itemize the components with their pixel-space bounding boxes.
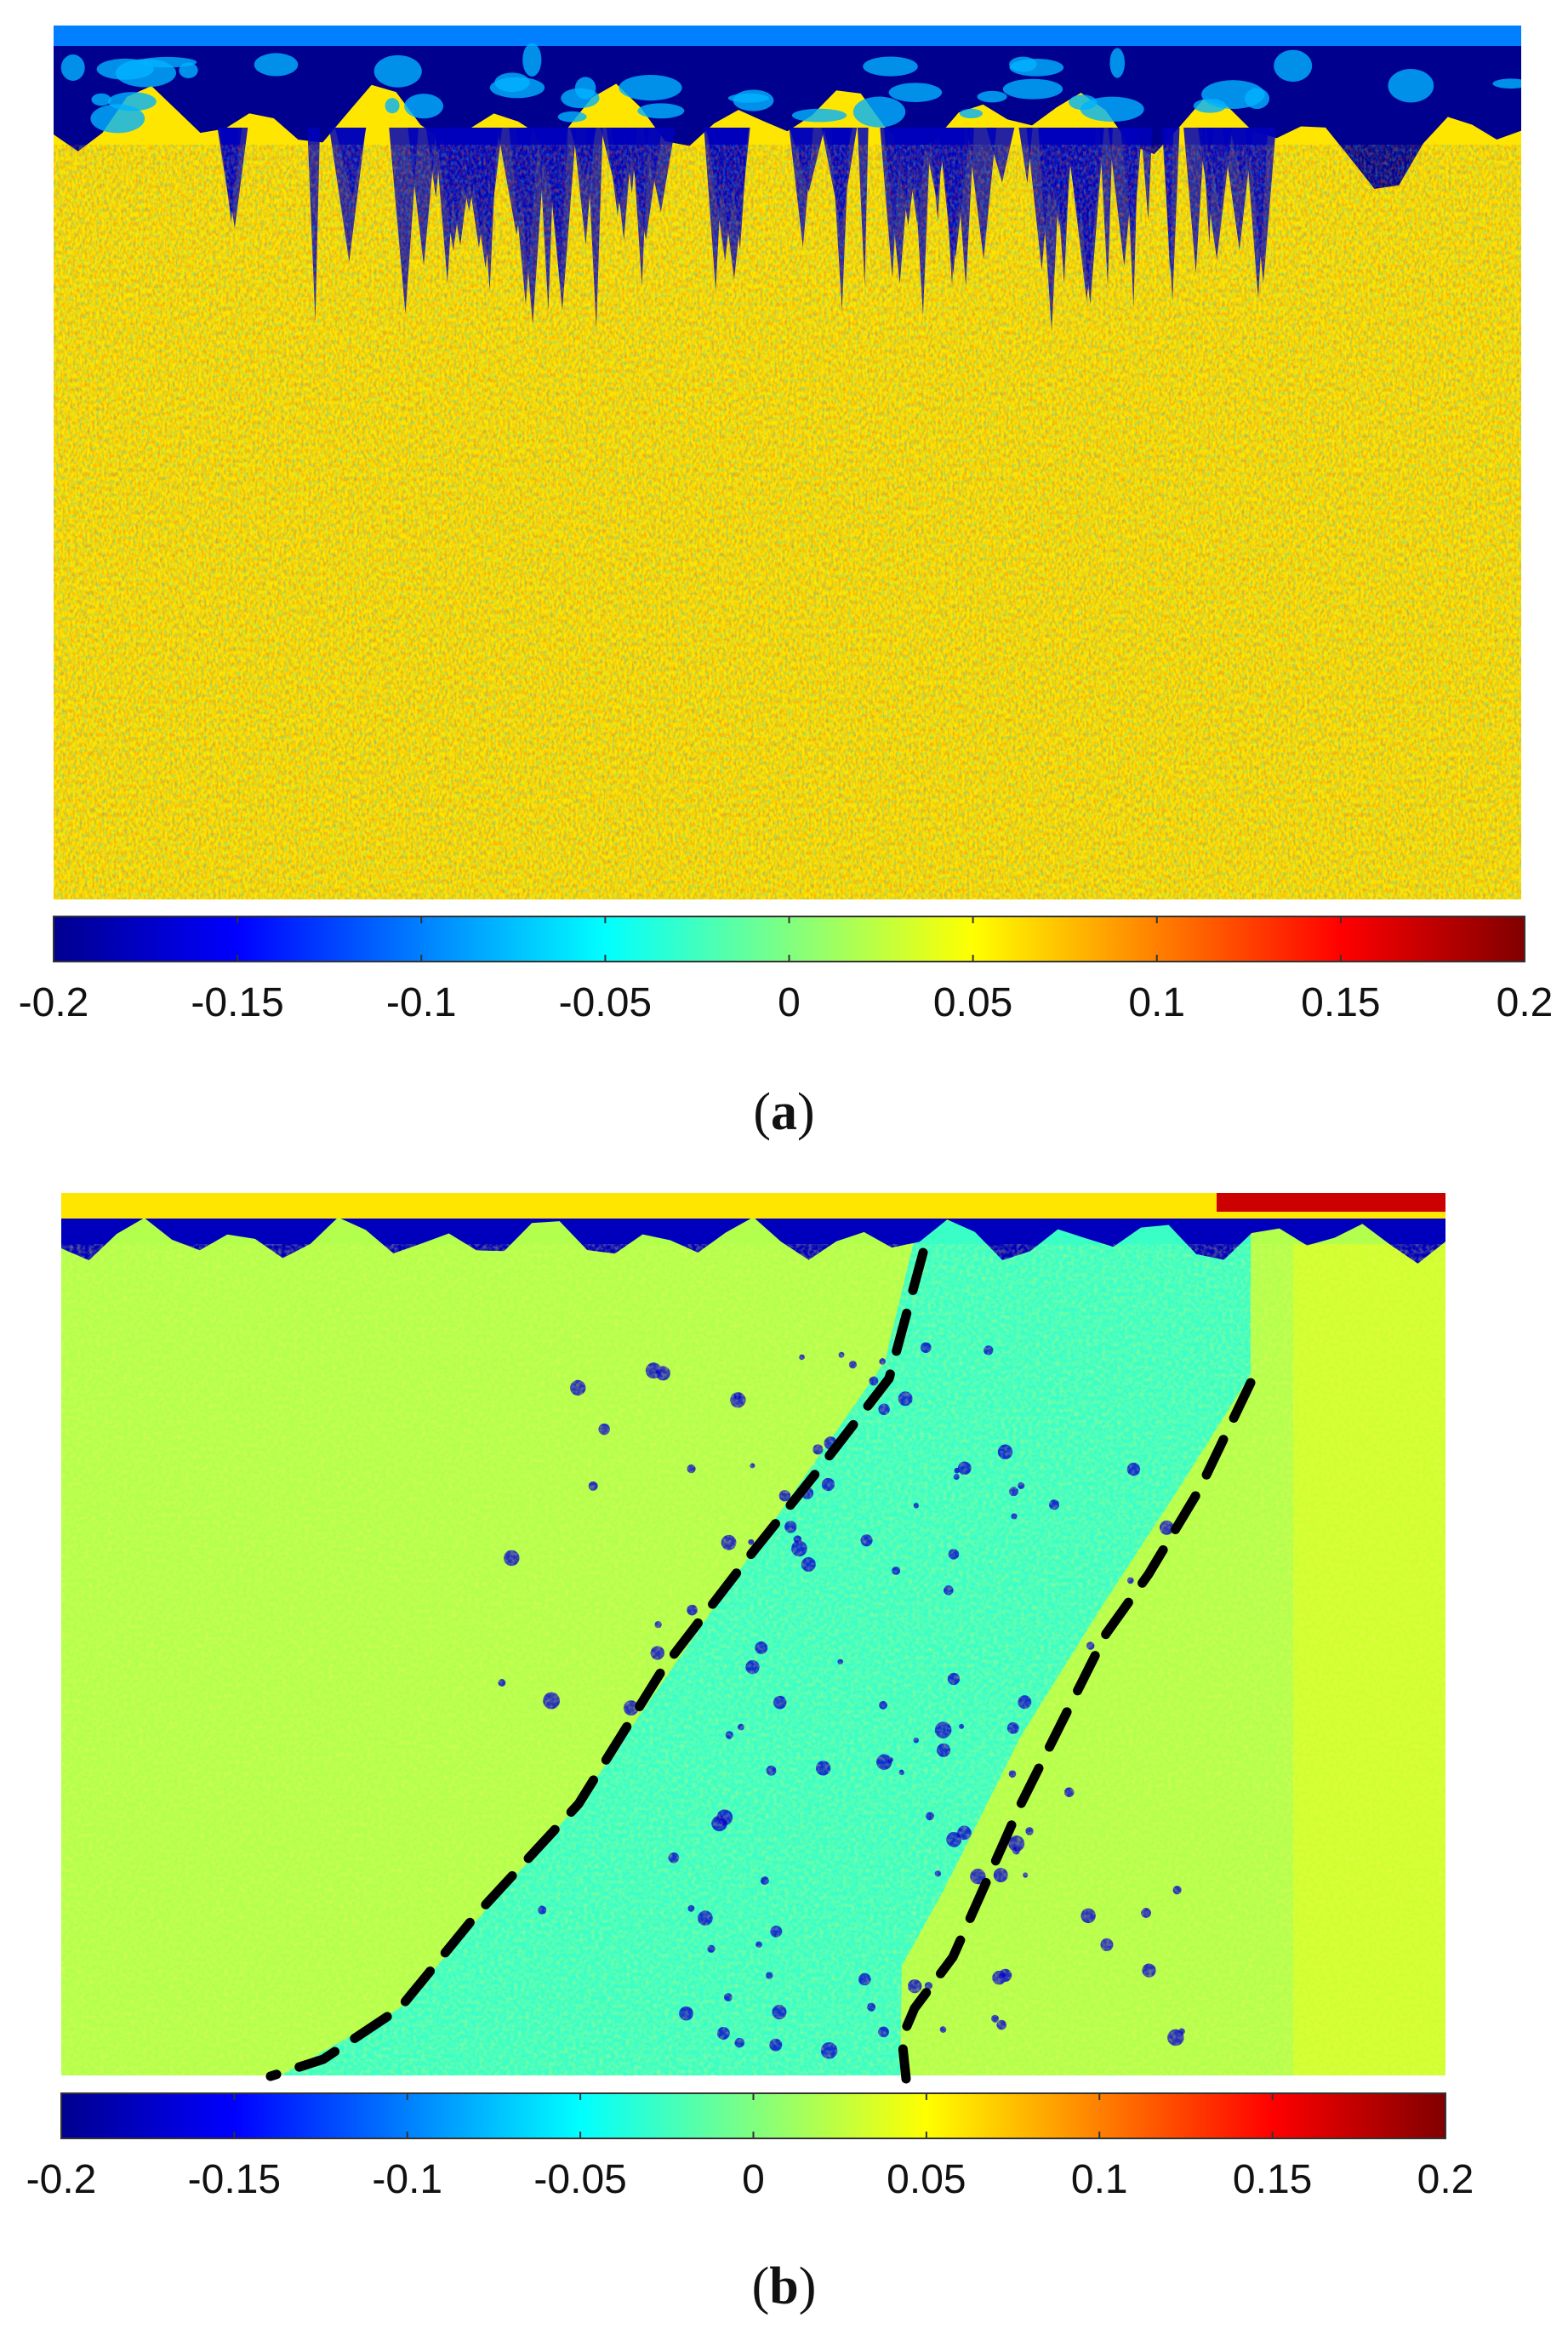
field-a-blob (1388, 68, 1434, 103)
colorbar-tick-label: -0.05 (533, 2157, 626, 2202)
strain-field-a (54, 26, 1521, 899)
colorbar-tick-label: -0.15 (191, 980, 283, 1025)
field-a-blob (489, 77, 545, 99)
colorbar-tick-label: 0.05 (887, 2157, 966, 2202)
panel-b: -0.2 -0.15 -0.1 -0.05 0 0.05 0.1 0.15 0.2 (b) (0, 1157, 1568, 2329)
field-a-noise-red (54, 145, 1521, 899)
panel-a-label: (a) (753, 1083, 815, 1141)
field-a-blob (1245, 88, 1270, 109)
field-a-blob (404, 94, 444, 119)
colorbar-tick-label: -0.05 (559, 980, 652, 1025)
field-a-blob (254, 53, 299, 77)
colorbar-a (53, 916, 1525, 962)
colorbar-tick-label: -0.1 (372, 2157, 442, 2202)
field-a-blob (385, 98, 400, 114)
field-a-blob (959, 108, 983, 119)
shear-band-boundaries (265, 1247, 1256, 2084)
colorbar-tick-label: 0.1 (1071, 2157, 1128, 2202)
field-a-blob (108, 92, 157, 111)
field-a-top-strip (54, 26, 1521, 46)
panel-a: -0.2 -0.15 -0.1 -0.05 0 0.05 0.1 0.15 0.2 (a) (0, 0, 1568, 1157)
colorbar-b (60, 2092, 1446, 2139)
field-a-blob (522, 43, 542, 77)
strain-field-b (61, 1193, 1445, 2075)
field-b-top-band (61, 1217, 1445, 1264)
colorbar-a-ticks: -0.2 -0.15 -0.1 -0.05 0 0.05 0.1 0.15 0.2 (19, 916, 1554, 1025)
field-a-blob (863, 56, 918, 77)
field-a-blob (1109, 48, 1126, 78)
colorbar-tick-label: -0.15 (188, 2157, 281, 2202)
field-a-blob (637, 103, 685, 119)
colorbar-tick-label: 0 (778, 980, 801, 1025)
colorbar-tick-label: -0.2 (19, 980, 89, 1025)
heatmap-b-svg: -0.2 -0.15 -0.1 -0.05 0 0.05 0.1 0.15 0.2 (26, 1193, 1474, 2202)
colorbar-tick-label: 0.1 (1128, 980, 1185, 1025)
colorbar-tick-label: 0.2 (1417, 2157, 1474, 2202)
field-a-blob (574, 77, 596, 100)
field-a-blob (1492, 78, 1521, 89)
field-a-blob (557, 111, 587, 123)
colorbar-tick-label: 0.15 (1233, 2157, 1312, 2202)
field-a-blob (852, 96, 906, 128)
colorbar-tick-label: 0.15 (1301, 980, 1380, 1025)
panel-b-label: (b) (751, 2258, 817, 2315)
field-a-blob (1009, 56, 1037, 72)
field-a-blob (791, 108, 847, 123)
field-a-blob (977, 90, 1007, 103)
field-a-blob (1193, 99, 1227, 113)
field-a-blob (727, 93, 769, 103)
colorbar-tick-label: 0.05 (933, 980, 1012, 1025)
boundary-line-right (897, 1378, 1256, 2084)
field-b-top-strip (61, 1193, 1445, 1219)
field-a-blob (90, 104, 145, 134)
boundary-line-left (265, 1247, 928, 2081)
colorbar-tick-label: -0.2 (26, 2157, 97, 2202)
colorbar-tick-label: 0 (742, 2157, 765, 2202)
field-a-blob (60, 54, 85, 81)
field-a-blob (1274, 49, 1313, 83)
colorbar-tick-label: -0.1 (386, 980, 457, 1025)
heatmap-a-svg: -0.2 -0.15 -0.1 -0.05 0 0.05 0.1 0.15 0.2 (19, 26, 1554, 1025)
field-b-top-hot (1217, 1193, 1445, 1212)
colorbar-tick-label: 0.2 (1497, 980, 1554, 1025)
field-a-blob (1002, 78, 1063, 100)
field-b-noise (61, 1244, 1445, 2075)
field-a-blob (888, 83, 943, 103)
field-a-blob (373, 54, 422, 88)
field-a-blob (115, 59, 177, 88)
field-a-blob (91, 93, 111, 106)
field-a-blob (619, 74, 682, 101)
field-a-blob (1080, 96, 1144, 123)
colorbar-b-ticks: -0.2 -0.15 -0.1 -0.05 0 0.05 0.1 0.15 0.2 (26, 2093, 1474, 2202)
